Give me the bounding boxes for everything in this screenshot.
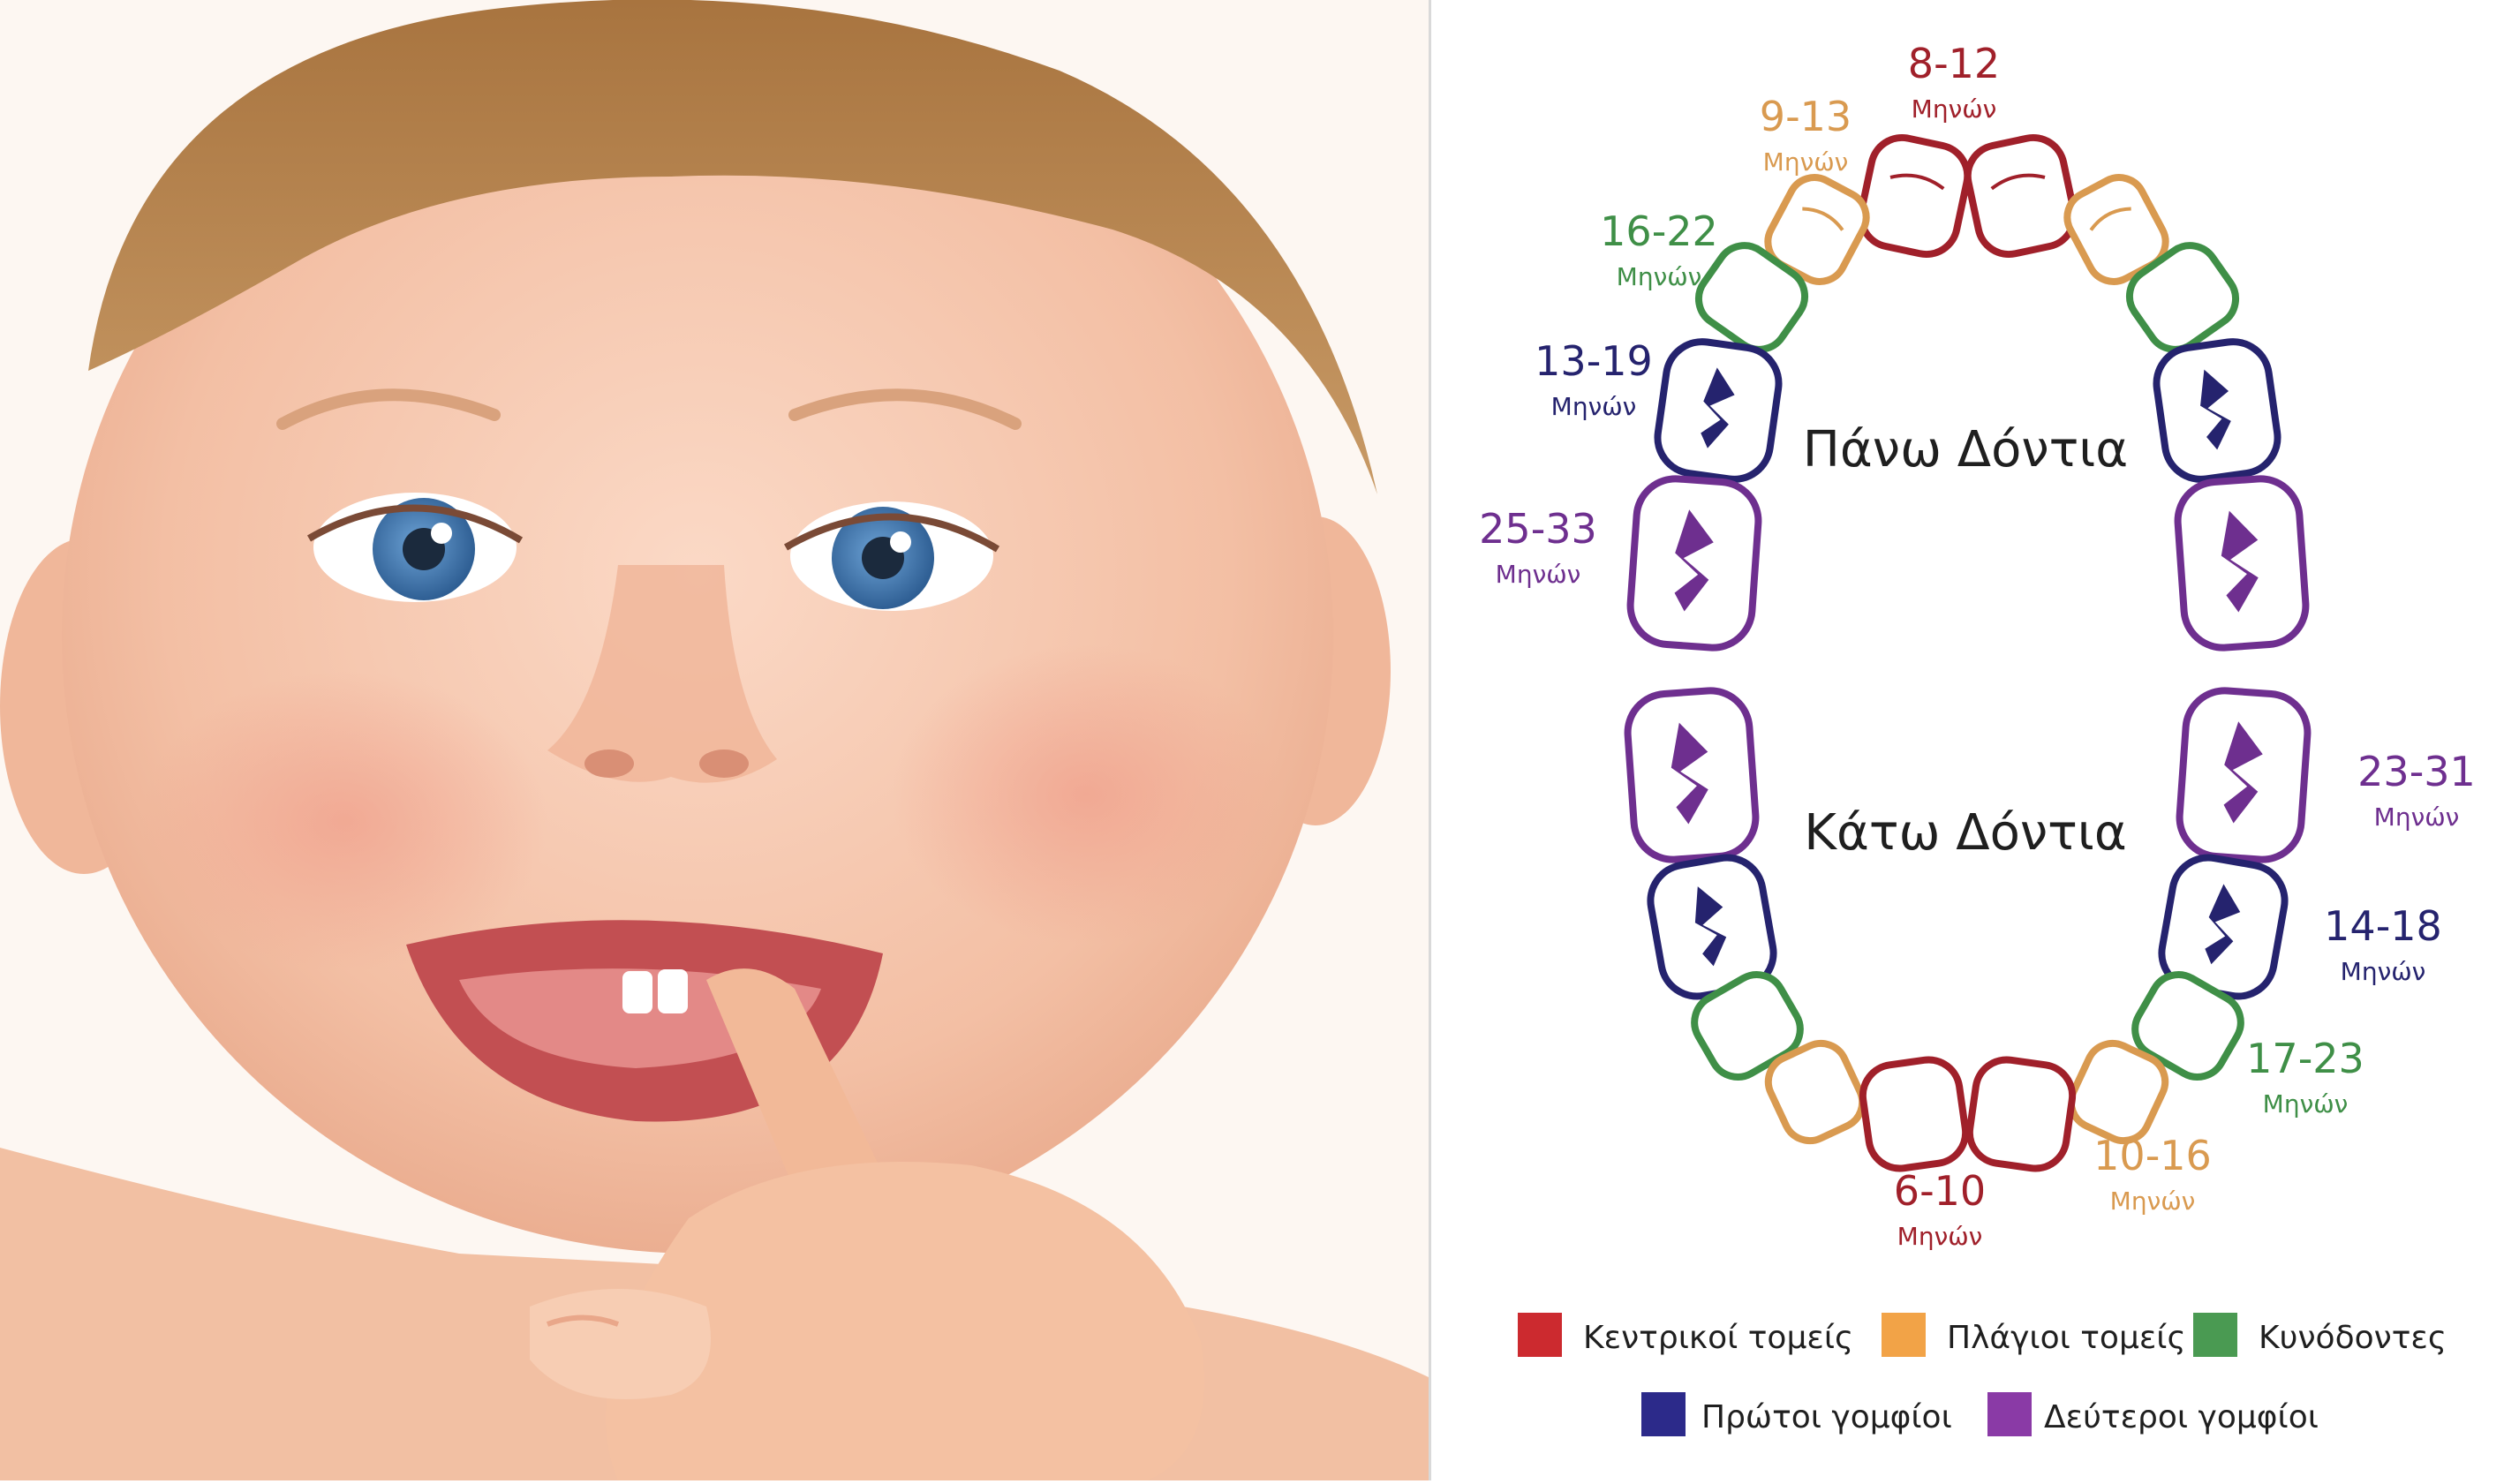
legend-label: Κυνόδοντες <box>2259 1320 2447 1356</box>
nose <box>547 565 777 783</box>
right-eye <box>783 501 1000 611</box>
baby-tooth <box>658 969 688 1013</box>
hand <box>530 968 1204 1480</box>
tooth-first-molar <box>1647 854 1777 1000</box>
tooth-canine <box>2131 971 2244 1081</box>
upper-teeth-title: Πάνω Δόντια <box>1803 421 2128 478</box>
legend-swatch <box>1518 1313 1562 1357</box>
legend: Κεντρικοί τομείς Πλάγιοι τομείς Κυνόδοντ… <box>1518 1313 2447 1436</box>
age-unit: Μηνών <box>2374 802 2460 832</box>
age-range: 25-33 <box>1479 505 1597 553</box>
hair <box>88 0 1377 494</box>
age-unit: Μηνών <box>1897 1222 1983 1251</box>
age-unit: Μηνών <box>1912 94 1997 124</box>
age-range: 13-19 <box>1535 337 1653 385</box>
tooth-central <box>1964 133 2078 259</box>
baby-illustration <box>0 0 1429 1480</box>
tooth-second-molar <box>2176 687 2312 863</box>
age-unit: Μηνών <box>2263 1089 2349 1119</box>
lower-teeth-title: Κάτω Δόντια <box>1804 804 2126 862</box>
label-upper-lateral: 9-13 Μηνών <box>1760 93 1852 177</box>
age-range: 8-12 <box>1908 40 2000 87</box>
tooth-canine <box>1694 242 1809 353</box>
tooth-second-molar <box>1624 687 1760 863</box>
age-range: 6-10 <box>1894 1167 1986 1215</box>
label-lower-lateral: 10-16 Μηνών <box>2093 1132 2212 1216</box>
label-lower-canine: 17-23 Μηνών <box>2246 1035 2364 1119</box>
legend-item-first-molar: Πρώτοι γομφίοι <box>1641 1392 1952 1436</box>
age-unit: Μηνών <box>2110 1186 2196 1216</box>
tooth-first-molar <box>2158 854 2289 1000</box>
age-range: 9-13 <box>1760 93 1852 140</box>
age-unit: Μηνών <box>1551 392 1637 421</box>
tooth-first-molar <box>2153 338 2281 483</box>
label-upper-first-molar: 13-19 Μηνών <box>1535 337 1653 421</box>
legend-item-second-molar: Δεύτεροι γομφίοι <box>1987 1392 2319 1436</box>
legend-label: Κεντρικοί τομείς <box>1583 1320 1853 1356</box>
label-upper-canine: 16-22 Μηνών <box>1600 207 1718 291</box>
baby-photo <box>0 0 1429 1480</box>
tooth-central <box>1857 133 1972 259</box>
age-range: 16-22 <box>1600 207 1718 255</box>
tooth-first-molar <box>1654 338 1783 483</box>
legend-swatch <box>1987 1392 2032 1436</box>
age-range: 23-31 <box>2357 748 2476 795</box>
label-lower-central: 6-10 Μηνών <box>1894 1167 1986 1251</box>
tooth-lateral <box>2067 1039 2169 1145</box>
tooth-central <box>1965 1056 2077 1172</box>
legend-swatch <box>1882 1313 1926 1357</box>
legend-item-canine: Κυνόδοντες <box>2193 1313 2447 1357</box>
age-range: 14-18 <box>2324 902 2442 950</box>
legend-swatch <box>2193 1313 2237 1357</box>
age-unit: Μηνών <box>1763 147 1849 177</box>
divider <box>1429 0 1431 1480</box>
legend-label: Πλάγιοι τομείς <box>1947 1320 2186 1356</box>
teeth-diagram: Πάνω Δόντια Κάτω Δόντια 8-12 Μηνών 9-13 … <box>1479 40 2476 1436</box>
age-range: 10-16 <box>2093 1132 2212 1179</box>
tooth-canine <box>1691 971 1804 1081</box>
tooth-canine <box>2125 242 2240 353</box>
label-lower-second-molar: 23-31 Μηνών <box>2357 748 2476 832</box>
age-unit: Μηνών <box>1496 560 1581 589</box>
legend-item-lateral: Πλάγιοι τομείς <box>1882 1313 2186 1357</box>
age-range: 17-23 <box>2246 1035 2364 1082</box>
label-upper-central: 8-12 Μηνών <box>1908 40 2000 124</box>
tooth-lateral <box>1764 174 1870 285</box>
legend-label: Πρώτοι γομφίοι <box>1701 1399 1952 1435</box>
label-lower-first-molar: 14-18 Μηνών <box>2324 902 2442 986</box>
left-eye <box>306 493 524 602</box>
teething-chart: Πάνω Δόντια Κάτω Δόντια 8-12 Μηνών 9-13 … <box>1431 0 2519 1480</box>
tooth-second-molar <box>2174 475 2310 652</box>
baby-tooth <box>622 971 652 1013</box>
label-upper-second-molar: 25-33 Μηνών <box>1479 505 1597 589</box>
tooth-second-molar <box>1626 475 1762 652</box>
legend-swatch <box>1641 1392 1686 1436</box>
age-unit: Μηνών <box>1617 262 1702 291</box>
legend-label: Δεύτεροι γομφίοι <box>2044 1399 2319 1435</box>
age-unit: Μηνών <box>2341 957 2426 986</box>
tooth-central <box>1859 1056 1970 1172</box>
tooth-lateral <box>1764 1039 1867 1145</box>
legend-item-central: Κεντρικοί τομείς <box>1518 1313 1853 1357</box>
